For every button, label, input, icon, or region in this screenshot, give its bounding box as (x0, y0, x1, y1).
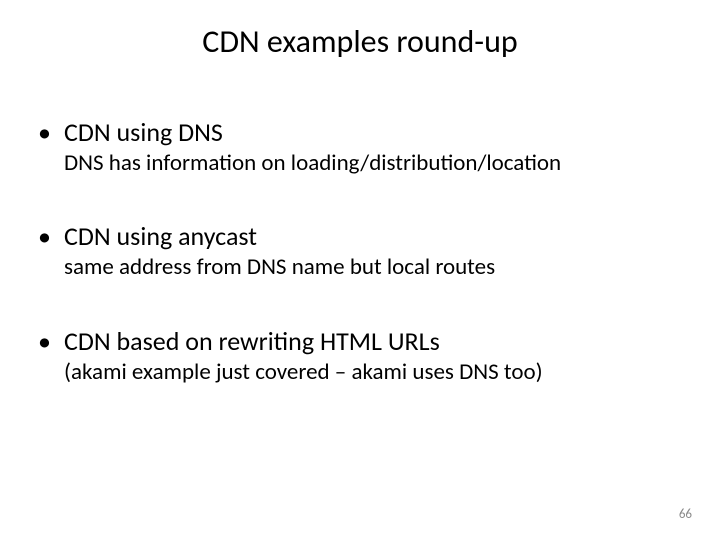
bullet-item: • CDN based on rewriting HTML URLs (38, 327, 682, 357)
page-number: 66 (679, 507, 692, 522)
bullet-main-text: CDN based on rewriting HTML URLs (64, 327, 440, 357)
bullet-sub-text: same address from DNS name but local rou… (64, 254, 682, 280)
bullet-main-text: CDN using anycast (64, 222, 257, 252)
slide-title: CDN examples round-up (0, 22, 720, 61)
bullet-item: • CDN using DNS (38, 118, 682, 148)
bullet-dot-icon: • (38, 328, 64, 354)
bullet-dot-icon: • (38, 223, 64, 249)
bullet-dot-icon: • (38, 119, 64, 145)
slide: CDN examples round-up • CDN using DNS DN… (0, 0, 720, 540)
bullet-main-text: CDN using DNS (64, 118, 223, 148)
bullet-sub-text: (akami example just covered – akami uses… (64, 359, 682, 385)
bullet-sub-text: DNS has information on loading/distribut… (64, 150, 682, 176)
bullet-item: • CDN using anycast (38, 222, 682, 252)
slide-body: • CDN using DNS DNS has information on l… (38, 118, 682, 431)
